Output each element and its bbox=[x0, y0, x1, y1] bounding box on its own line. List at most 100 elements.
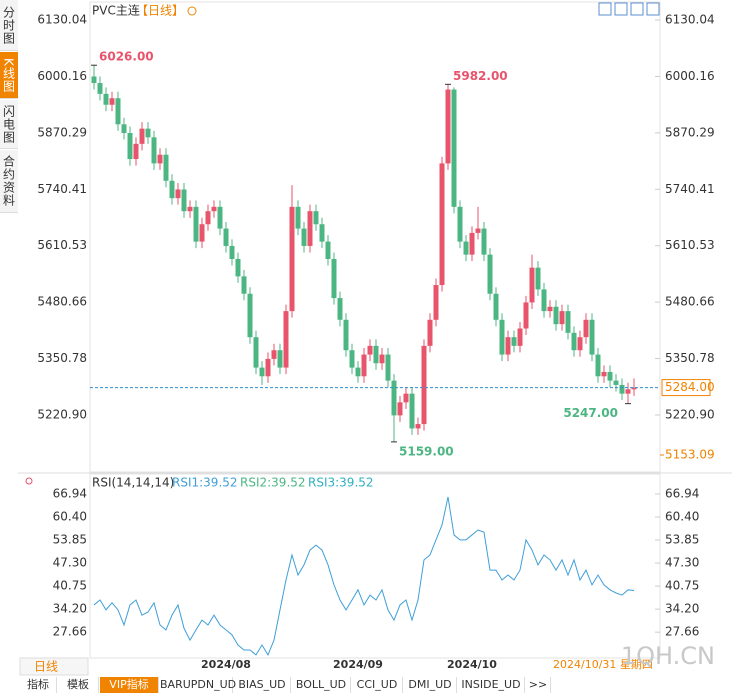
candle-body bbox=[259, 367, 265, 377]
candle-body bbox=[373, 345, 379, 364]
side-tab[interactable]: 闪电图 bbox=[0, 100, 18, 149]
y-tick-label: 60.40 bbox=[53, 510, 87, 524]
candle-body bbox=[139, 128, 145, 144]
candle-body bbox=[151, 137, 157, 164]
candle-body bbox=[577, 337, 583, 351]
candle-body bbox=[379, 354, 385, 364]
y-tick-label: 5220.90 bbox=[37, 407, 87, 421]
side-tab[interactable]: 合约资料 bbox=[0, 150, 18, 213]
indicator-tab[interactable]: >> bbox=[526, 677, 551, 693]
candle-body bbox=[337, 298, 343, 320]
candle-body bbox=[451, 89, 457, 207]
candle-body bbox=[265, 358, 271, 377]
icon[interactable] bbox=[614, 2, 628, 16]
indicator-tab[interactable]: VIP指标 bbox=[100, 677, 159, 693]
candle-body bbox=[541, 289, 547, 312]
y-tick-label: 5740.41 bbox=[37, 182, 87, 196]
y-tick-label-right: 6130.04 bbox=[665, 13, 715, 27]
side-tab[interactable]: K线图 bbox=[0, 52, 18, 99]
price-panel bbox=[89, 1, 661, 473]
candle-body bbox=[157, 154, 163, 164]
low-price-label: 5153.09 bbox=[665, 448, 715, 462]
candle-body bbox=[313, 211, 319, 225]
legend-entry: RSI3:39.52 bbox=[308, 476, 374, 490]
indicator-tab[interactable]: 模板 bbox=[58, 677, 99, 693]
candle-body bbox=[547, 306, 553, 312]
candle-body bbox=[535, 267, 541, 290]
candle-body bbox=[103, 93, 109, 105]
candle-body bbox=[559, 311, 565, 325]
candle-body bbox=[283, 311, 289, 368]
y-tick-label-right: 5350.78 bbox=[665, 351, 715, 365]
y-tick-label-right: 27.66 bbox=[665, 625, 699, 639]
y-tick-label-right: 5870.29 bbox=[665, 125, 715, 139]
settings-icon[interactable] bbox=[25, 477, 33, 485]
candle-body bbox=[409, 393, 415, 429]
y-tick-label-right: 5220.90 bbox=[665, 407, 715, 421]
rsi-panel bbox=[89, 473, 661, 659]
candle-body bbox=[121, 124, 127, 133]
candle-body bbox=[571, 332, 577, 351]
indicator-tab[interactable]: INSIDE_UD bbox=[458, 677, 525, 693]
candle-body bbox=[445, 89, 451, 164]
candle-body bbox=[91, 76, 97, 84]
candle-body bbox=[301, 228, 307, 246]
indicator-tab[interactable]: BARUPDN_UD bbox=[160, 677, 237, 693]
candle-body bbox=[595, 354, 601, 377]
candle-body bbox=[619, 384, 625, 394]
candle-body bbox=[277, 350, 283, 368]
legend-entry: RSI1:39.52 bbox=[172, 476, 238, 490]
candle-body bbox=[613, 380, 619, 385]
candle-body bbox=[295, 206, 301, 229]
x-tick-label: 2024/08 bbox=[201, 658, 251, 671]
candle-body bbox=[385, 354, 391, 381]
candle-body bbox=[253, 337, 259, 368]
x-tick-label: 2024/10 bbox=[447, 658, 497, 671]
candle-body bbox=[205, 211, 211, 225]
annotation-label: 5247.00 bbox=[563, 406, 618, 420]
candle-body bbox=[217, 206, 223, 229]
y-tick-label-right: 66.94 bbox=[665, 487, 699, 501]
candle-body bbox=[325, 241, 331, 259]
period: 【日线】 bbox=[136, 4, 184, 18]
y-tick-label: 5870.29 bbox=[37, 125, 87, 139]
annotation-label: 6026.00 bbox=[99, 50, 154, 64]
y-tick-label: 6000.16 bbox=[37, 69, 87, 83]
candle-body bbox=[271, 350, 277, 359]
candle-body bbox=[235, 258, 241, 277]
candle-body bbox=[625, 389, 631, 394]
candle-body bbox=[331, 258, 337, 299]
y-tick-label: 5480.66 bbox=[37, 295, 87, 309]
indicator-tab[interactable]: 指标 bbox=[20, 677, 57, 693]
icon[interactable] bbox=[598, 2, 612, 16]
icon[interactable] bbox=[630, 2, 644, 16]
candle-body bbox=[475, 228, 481, 233]
indicator-tab[interactable]: BIAS_UD bbox=[234, 677, 291, 693]
candle-body bbox=[355, 367, 361, 377]
add-icon[interactable] bbox=[187, 6, 197, 16]
candle-body bbox=[211, 206, 217, 212]
watermark: 1QH.CN bbox=[621, 642, 715, 670]
symbol: PVC主连 bbox=[92, 3, 140, 18]
candle-body bbox=[523, 302, 529, 329]
candle-body bbox=[319, 224, 325, 242]
y-tick-label-right: 60.40 bbox=[665, 510, 699, 524]
candle-body bbox=[583, 319, 589, 338]
y-tick-label-right: 5610.53 bbox=[665, 238, 715, 252]
side-tab[interactable]: 分时图 bbox=[0, 0, 18, 51]
y-tick-label-right: 5740.41 bbox=[665, 182, 715, 196]
candle-body bbox=[505, 337, 511, 355]
indicator-tab[interactable]: DMI_UD bbox=[404, 677, 457, 693]
period-tab[interactable]: 日线 bbox=[34, 660, 58, 674]
period-tab-box[interactable] bbox=[19, 657, 89, 676]
candle-body bbox=[469, 232, 475, 255]
toolbar-icons[interactable] bbox=[598, 2, 660, 16]
icon[interactable] bbox=[646, 2, 660, 16]
candle-body bbox=[427, 319, 433, 346]
indicator-tab[interactable]: BOLL_UD bbox=[292, 677, 351, 693]
candle-body bbox=[199, 224, 205, 242]
indicator-tab[interactable]: CCI_UD bbox=[352, 677, 403, 693]
candle-body bbox=[247, 293, 253, 338]
last-price-box bbox=[661, 379, 711, 397]
